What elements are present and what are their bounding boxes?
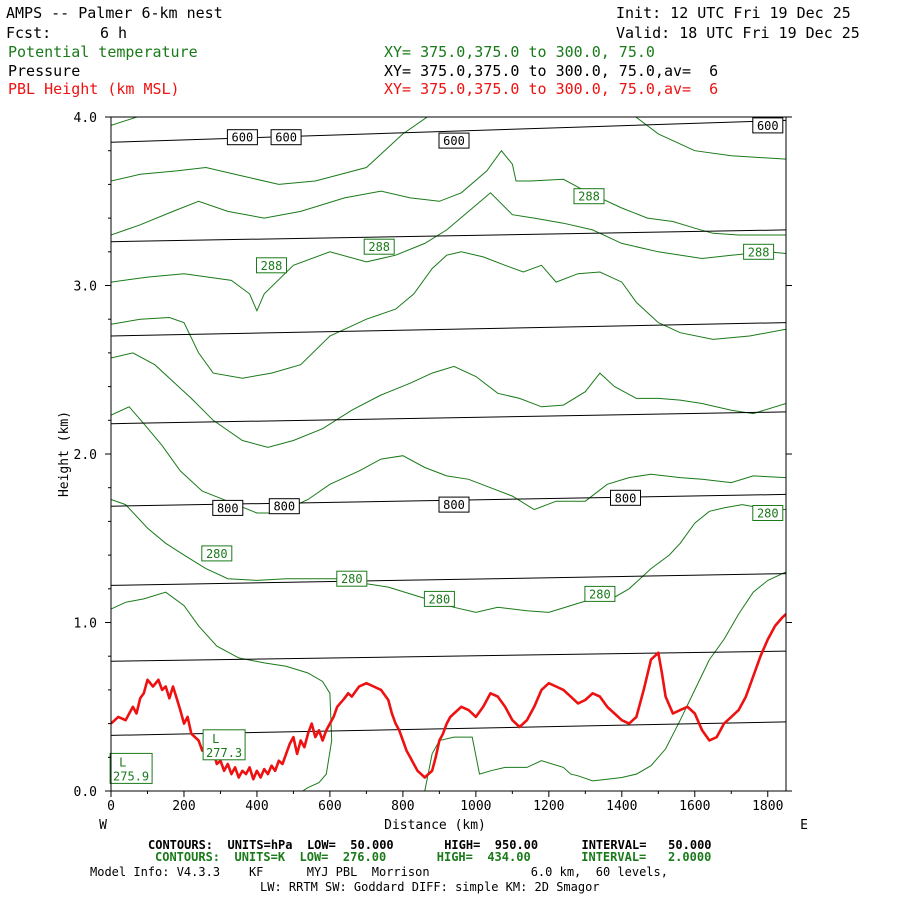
svg-text:600: 600 xyxy=(757,119,779,133)
footer-theta-contours: CONTOURS: UNITS=K LOW= 276.00 HIGH= 434.… xyxy=(155,850,712,864)
chart-title: AMPS -- Palmer 6-km nest xyxy=(6,4,223,22)
theta-label-7: 280 xyxy=(584,585,616,602)
footer-physics-info: LW: RRTM SW: Goddard DIFF: simple KM: 2D… xyxy=(260,880,600,894)
west-label: W xyxy=(99,818,107,833)
svg-text:288: 288 xyxy=(261,259,283,273)
svg-text:280: 280 xyxy=(589,587,611,601)
x-axis-label: Distance (km) xyxy=(384,818,486,833)
theta-label-1: 288 xyxy=(363,238,395,255)
theta-contour-8 xyxy=(111,591,333,791)
field-name-theta: Potential temperature xyxy=(8,43,198,61)
field-xy-pbl: XY= 375.0,375.0 to 300.0, 75.0,av= 6 xyxy=(384,80,719,98)
plot-frame xyxy=(110,116,787,792)
axes: 0 200 400 600 800 1000 1200 1400 1600 1800 0.0 1.0 2… xyxy=(74,111,792,814)
svg-text:L: L xyxy=(212,732,219,746)
theta-contour-2 xyxy=(111,149,786,236)
y-tick-label-2: 2.0 xyxy=(74,448,97,463)
pressure-label-0: 600 xyxy=(226,129,258,146)
theta-contours xyxy=(111,117,786,791)
svg-text:800: 800 xyxy=(443,498,465,512)
svg-text:L: L xyxy=(119,755,126,769)
theta-contour-0 xyxy=(111,117,786,160)
contour-labels: 600 600 600 600 800 800 800 800 288 288 288 288 280 2… xyxy=(109,117,784,784)
pressure-label-5: 800 xyxy=(268,498,300,515)
svg-text:275.9: 275.9 xyxy=(113,769,149,783)
init-time: Init: 12 UTC Fri 19 Dec 25 xyxy=(616,4,851,22)
x-tick-label-0: 0 xyxy=(107,799,115,814)
footer-model-info: Model Info: V4.3.3 KF MYJ PBL Morrison 6… xyxy=(90,865,668,879)
theta-contour-3 xyxy=(111,192,786,313)
svg-text:800: 800 xyxy=(273,500,295,514)
east-label: E xyxy=(800,818,808,833)
theta-label-4: 280 xyxy=(201,545,233,562)
valid-time: Valid: 18 UTC Fri 19 Dec 25 xyxy=(616,24,860,42)
pressure-label-7: 800 xyxy=(610,489,641,506)
pressure-label-1: 600 xyxy=(270,129,302,146)
pressure-contour-700 xyxy=(111,322,786,337)
x-tick-label-1000: 1000 xyxy=(460,799,491,814)
pressure-contour-850 xyxy=(111,573,786,586)
x-tick-label-1600: 1600 xyxy=(679,799,710,814)
svg-text:288: 288 xyxy=(578,190,600,204)
theta-contour-5 xyxy=(111,352,786,448)
field-xy-theta: XY= 375.0,375.0 to 300.0, 75.0 xyxy=(384,43,655,61)
y-tick-label-1: 1.0 xyxy=(74,617,97,632)
theta-label-0: 288 xyxy=(256,257,287,274)
svg-text:288: 288 xyxy=(368,240,390,254)
pressure-contour-650 xyxy=(111,229,786,243)
pressure-contour-900 xyxy=(111,650,786,662)
svg-text:600: 600 xyxy=(275,131,297,145)
svg-text:277.3: 277.3 xyxy=(206,746,242,760)
theta-label-6: 280 xyxy=(423,590,455,607)
y-tick-label-3: 3.0 xyxy=(74,280,97,295)
pressure-contour-600 xyxy=(111,119,786,143)
theta-contour-4 xyxy=(111,251,786,379)
x-tick-label-1200: 1200 xyxy=(533,799,564,814)
svg-text:280: 280 xyxy=(429,592,451,606)
svg-text:600: 600 xyxy=(443,134,465,148)
x-tick-label-800: 800 xyxy=(391,799,414,814)
x-tick-label-600: 600 xyxy=(318,799,341,814)
theta-contour-7 xyxy=(111,499,786,613)
theta-contour-6 xyxy=(111,406,786,514)
theta-label-3: 288 xyxy=(743,243,775,260)
pressure-label-2: 600 xyxy=(438,132,470,149)
forecast-value: 6 h xyxy=(100,24,128,42)
footer-pressure-contours: CONTOURS: UNITS=hPa LOW= 50.000 HIGH= 95… xyxy=(148,838,712,852)
theta-label-5: 280 xyxy=(336,570,368,587)
theta-contour-1 xyxy=(111,117,429,185)
svg-text:288: 288 xyxy=(748,245,770,259)
pressure-contours xyxy=(111,119,786,736)
field-name-pbl: PBL Height (km MSL) xyxy=(8,80,180,98)
theta-label-2: 288 xyxy=(573,188,605,205)
x-tick-label-400: 400 xyxy=(245,799,268,814)
x-tick-label-1400: 1400 xyxy=(606,799,637,814)
svg-text:800: 800 xyxy=(615,491,637,505)
y-axis-label: Height (km) xyxy=(57,411,72,497)
pressure-label-4: 800 xyxy=(212,499,244,516)
svg-text:280: 280 xyxy=(341,572,363,586)
svg-text:280: 280 xyxy=(206,547,228,561)
y-tick-label-0: 0.0 xyxy=(74,785,97,800)
pressure-label-6: 800 xyxy=(438,496,470,513)
svg-text:800: 800 xyxy=(217,501,239,515)
y-tick-label-4: 4.0 xyxy=(74,111,97,126)
theta-contour-9 xyxy=(424,571,786,791)
svg-text:600: 600 xyxy=(232,131,254,145)
forecast-label: Fcst: xyxy=(6,24,52,42)
field-name-pressure: Pressure xyxy=(8,62,81,80)
x-tick-label-1800: 1800 xyxy=(752,799,783,814)
theta-label-8: 280 xyxy=(752,505,784,521)
pressure-contour-750 xyxy=(111,411,786,425)
x-tick-label-200: 200 xyxy=(172,799,195,814)
svg-text:280: 280 xyxy=(757,507,779,521)
pressure-label-3: 600 xyxy=(752,117,784,134)
field-xy-pressure: XY= 375.0,375.0 to 300.0, 75.0,av= 6 xyxy=(384,62,719,80)
